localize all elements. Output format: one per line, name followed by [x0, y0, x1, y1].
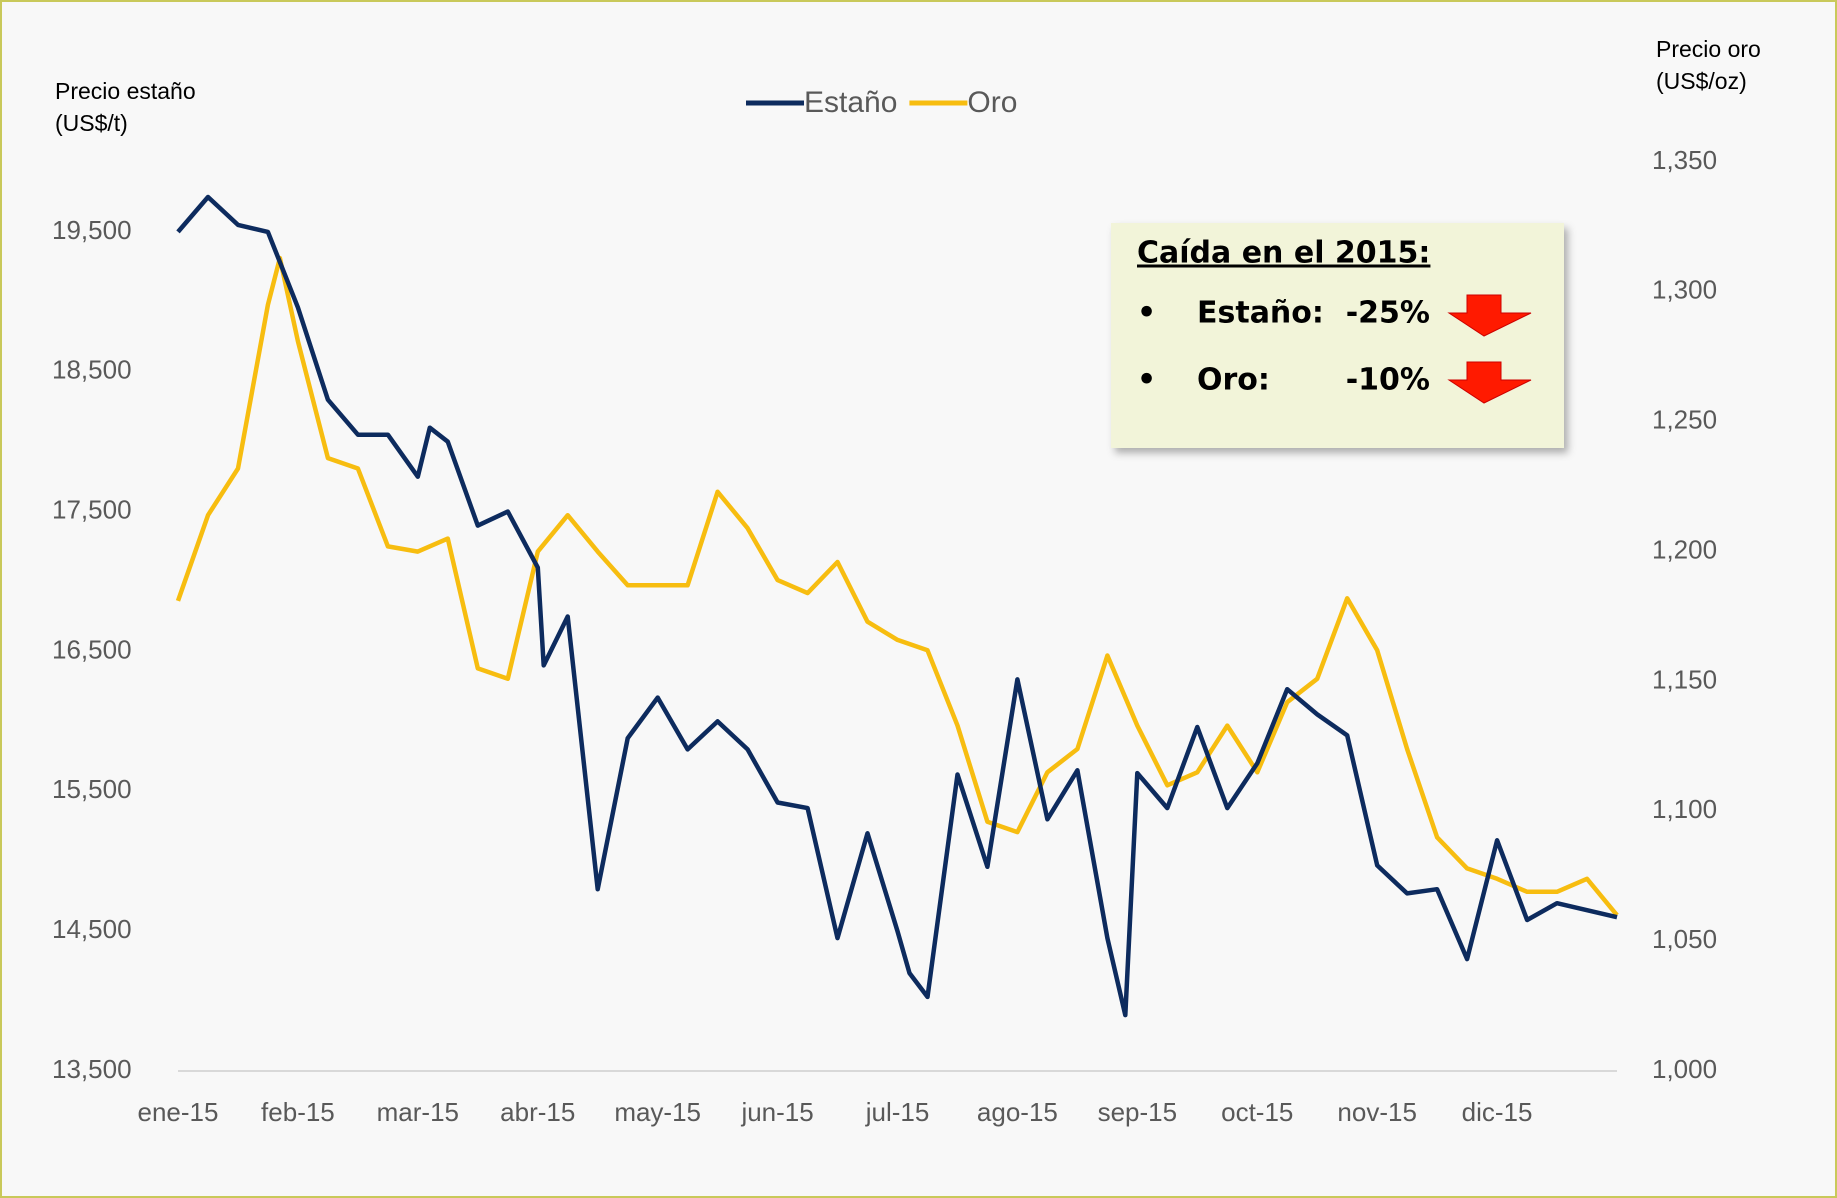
annotation-label: Estaño: — [1197, 296, 1324, 331]
y-tick-label: 19,500 — [52, 215, 132, 245]
y-tick-label: 16,500 — [52, 634, 132, 664]
x-tick-label: dic-15 — [1462, 1097, 1533, 1127]
y-tick-label: 18,500 — [52, 355, 132, 385]
y-tick-label: 15,500 — [52, 774, 132, 804]
annotation-value: -25% — [1346, 296, 1430, 331]
y-axis-label: Precio estaño — [55, 78, 196, 104]
y2-tick-label: 1,000 — [1652, 1054, 1717, 1084]
y2-tick-label: 1,100 — [1652, 794, 1717, 824]
x-tick-label: oct-15 — [1221, 1097, 1293, 1127]
line-series — [175, 255, 1619, 917]
y2-tick-label: 1,200 — [1652, 534, 1717, 564]
x-tick-label: jun-15 — [740, 1097, 813, 1127]
y2-axis-label: (US$/oz) — [1656, 68, 1747, 94]
x-tick-label: sep-15 — [1098, 1097, 1178, 1127]
annotation-title: Caída en el 2015: — [1137, 236, 1430, 271]
x-tick-label: ago-15 — [977, 1097, 1058, 1127]
y-tick-label: 13,500 — [52, 1054, 132, 1084]
x-tick-label: mar-15 — [377, 1097, 459, 1127]
y2-tick-label: 1,300 — [1652, 275, 1717, 305]
y-axis-label: (US$/t) — [55, 110, 128, 136]
x-tick-label: may-15 — [614, 1097, 701, 1127]
x-tick-label: nov-15 — [1337, 1097, 1417, 1127]
down-arrow — [1447, 361, 1532, 404]
annotation-bg — [1111, 223, 1564, 448]
y2-tick-label: 1,350 — [1652, 145, 1717, 175]
bullet: • — [1137, 296, 1156, 331]
x-tick-label: feb-15 — [261, 1097, 335, 1127]
y2-tick-label: 1,150 — [1652, 664, 1717, 694]
y-tick-label: 14,500 — [52, 914, 132, 944]
legend-label: Oro — [967, 86, 1017, 119]
annotation-box: Caída en el 2015: • Estaño: -25% • Oro: … — [1111, 223, 1564, 448]
bullet: • — [1137, 363, 1156, 398]
legend: Estaño Oro — [746, 86, 1017, 119]
x-tick-label: jul-15 — [865, 1097, 930, 1127]
down-arrow — [1447, 294, 1532, 337]
legend-label: Estaño — [804, 86, 897, 119]
annotation-label: Oro: — [1197, 363, 1270, 398]
y2-axis-label: Precio oro — [1656, 36, 1761, 62]
x-tick-label: ene-15 — [138, 1097, 219, 1127]
y-tick-label: 17,500 — [52, 494, 132, 524]
y2-tick-label: 1,250 — [1652, 405, 1717, 435]
y2-tick-label: 1,050 — [1652, 924, 1717, 954]
annotation-value: -10% — [1346, 363, 1430, 398]
x-tick-label: abr-15 — [500, 1097, 575, 1127]
line-series — [176, 194, 1618, 1018]
